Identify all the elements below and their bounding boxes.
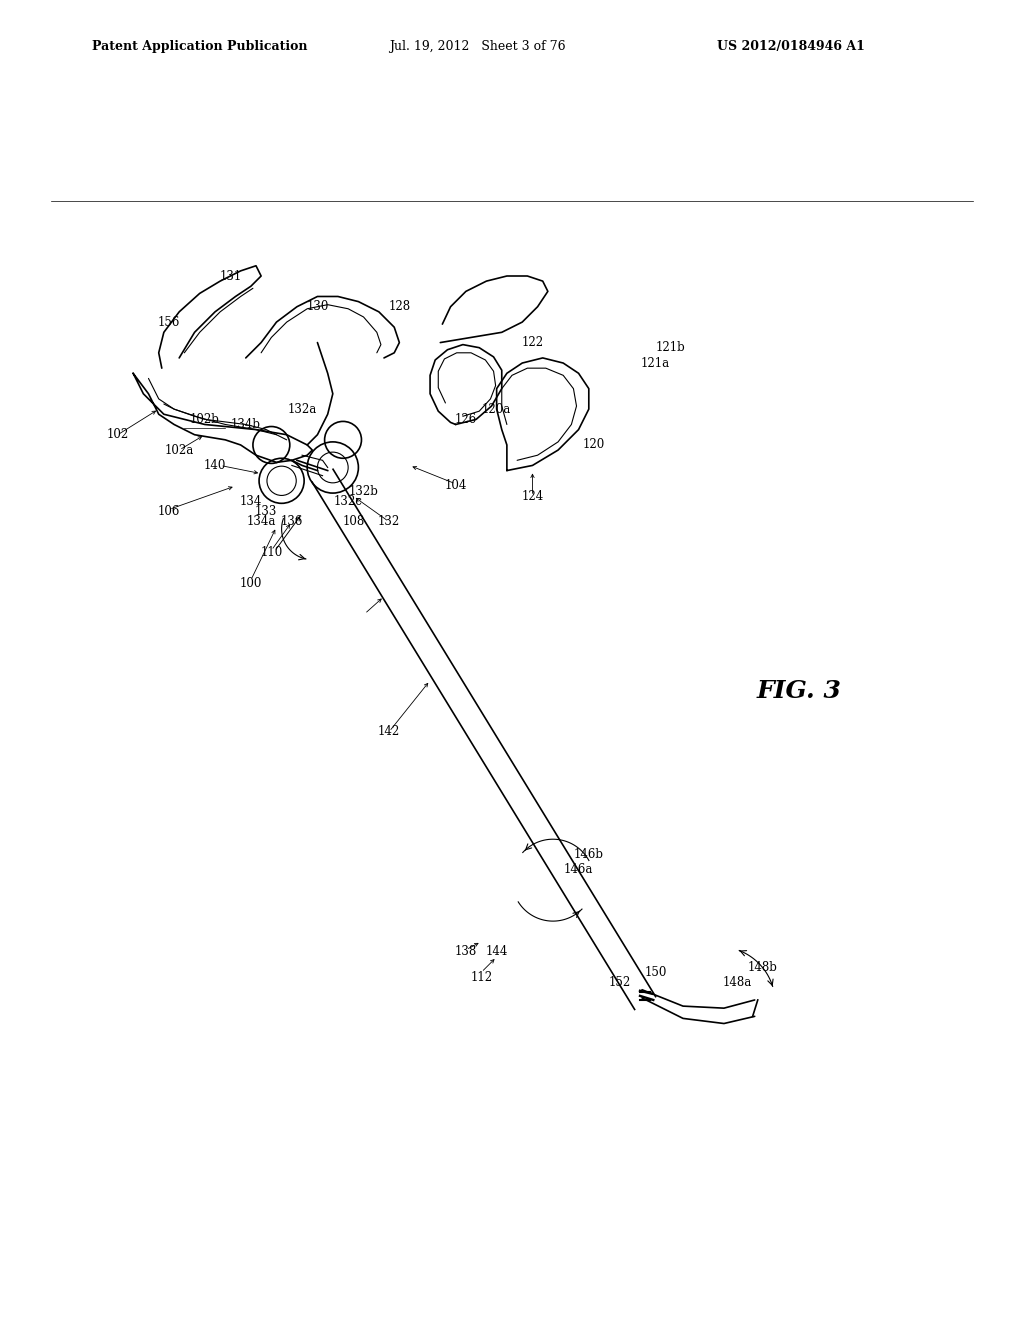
Text: 120a: 120a bbox=[482, 403, 511, 416]
Text: 146a: 146a bbox=[564, 863, 593, 876]
Text: 156: 156 bbox=[158, 315, 180, 329]
Text: 104: 104 bbox=[444, 479, 467, 492]
Text: 110: 110 bbox=[260, 546, 283, 558]
Text: 130: 130 bbox=[306, 300, 329, 313]
Text: 128: 128 bbox=[388, 300, 411, 313]
Text: 124: 124 bbox=[521, 490, 544, 503]
Text: 142: 142 bbox=[378, 725, 400, 738]
Text: 112: 112 bbox=[470, 972, 493, 983]
Text: 132: 132 bbox=[378, 515, 400, 528]
Text: 121a: 121a bbox=[641, 356, 670, 370]
Text: 146b: 146b bbox=[573, 847, 604, 861]
Text: FIG. 3: FIG. 3 bbox=[757, 678, 841, 702]
Text: 136: 136 bbox=[281, 515, 303, 528]
Text: 148a: 148a bbox=[723, 975, 752, 989]
Text: 134b: 134b bbox=[230, 418, 261, 430]
Text: 126: 126 bbox=[455, 413, 477, 426]
Text: 120: 120 bbox=[583, 438, 605, 451]
Text: 134: 134 bbox=[240, 495, 262, 508]
Text: 102a: 102a bbox=[165, 444, 194, 457]
Text: 106: 106 bbox=[158, 506, 180, 517]
Text: 122: 122 bbox=[521, 337, 544, 348]
Text: 150: 150 bbox=[644, 966, 667, 979]
Text: Patent Application Publication: Patent Application Publication bbox=[92, 40, 307, 53]
Text: 121b: 121b bbox=[655, 341, 686, 354]
Text: 134a: 134a bbox=[247, 515, 275, 528]
Text: 144: 144 bbox=[485, 945, 508, 958]
Text: 102: 102 bbox=[106, 428, 129, 441]
Text: 100: 100 bbox=[240, 577, 262, 590]
Text: 108: 108 bbox=[342, 515, 365, 528]
Text: 131: 131 bbox=[219, 269, 242, 282]
Text: 132b: 132b bbox=[348, 484, 379, 498]
Text: 138: 138 bbox=[455, 945, 477, 958]
Text: 148b: 148b bbox=[748, 961, 778, 974]
Text: 132a: 132a bbox=[288, 403, 316, 416]
Text: 102b: 102b bbox=[189, 413, 220, 426]
Text: Jul. 19, 2012   Sheet 3 of 76: Jul. 19, 2012 Sheet 3 of 76 bbox=[389, 40, 565, 53]
Text: 152: 152 bbox=[608, 975, 631, 989]
Text: 132c: 132c bbox=[334, 495, 362, 508]
Text: US 2012/0184946 A1: US 2012/0184946 A1 bbox=[717, 40, 864, 53]
Text: 140: 140 bbox=[204, 459, 226, 473]
Text: 133: 133 bbox=[255, 506, 278, 517]
